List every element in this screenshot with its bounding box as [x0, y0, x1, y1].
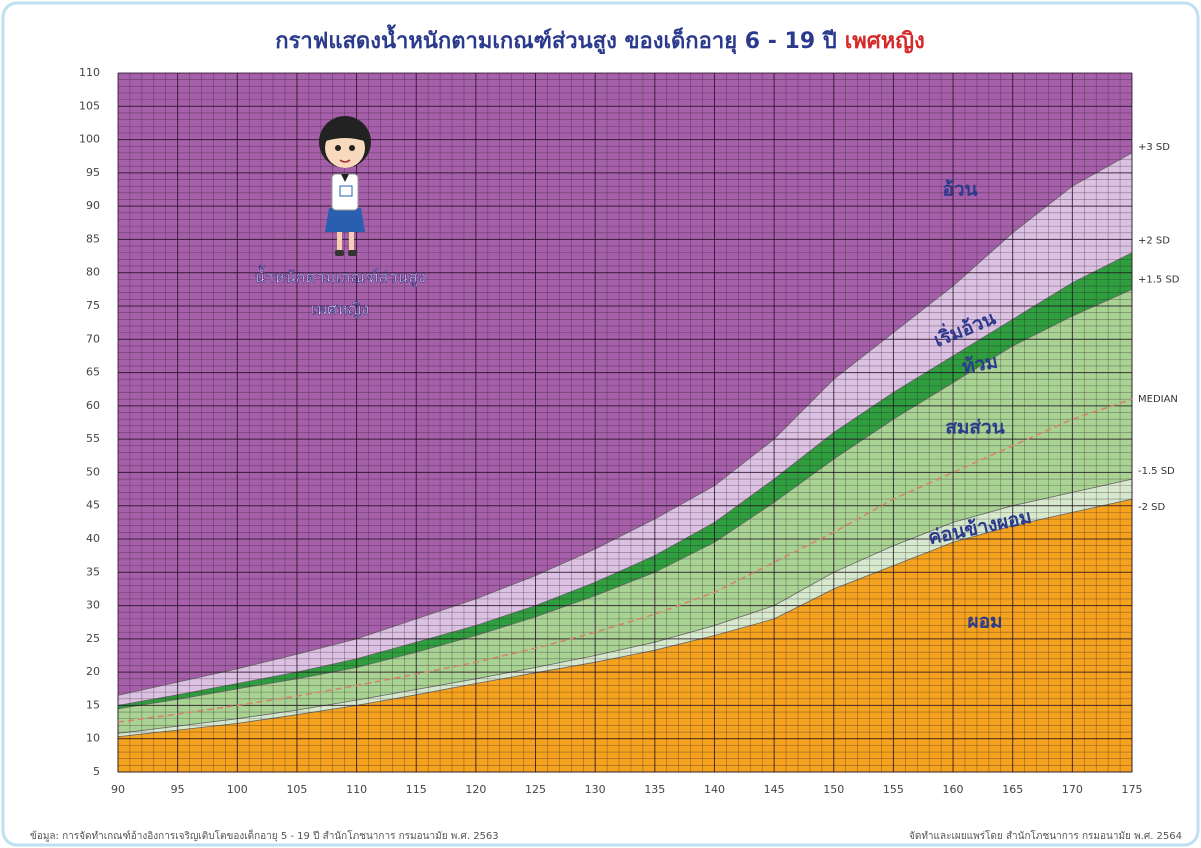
- x-tick-label: 115: [406, 783, 427, 796]
- y-tick-label: 5: [93, 765, 100, 778]
- y-tick-label: 15: [86, 698, 100, 711]
- x-tick-label: 90: [111, 783, 125, 796]
- y-tick-label: 90: [86, 199, 100, 212]
- y-tick-label: 75: [86, 299, 100, 312]
- x-tick-label: 135: [644, 783, 665, 796]
- source-left: ข้อมูล: การจัดทำเกณฑ์อ้างอิงการเจริญเติบ…: [30, 828, 499, 842]
- y-tick-label: 60: [86, 399, 100, 412]
- y-tick-label: 100: [79, 133, 100, 146]
- y-tick-label: 70: [86, 332, 100, 345]
- series-label: +3 SD: [1138, 142, 1170, 153]
- x-tick-label: 155: [883, 783, 904, 796]
- y-tick-label: 45: [86, 499, 100, 512]
- x-tick-label: 170: [1062, 783, 1083, 796]
- x-tick-label: 160: [943, 783, 964, 796]
- title-highlight: เพศหญิง: [845, 29, 925, 54]
- series-label: MEDIAN: [1138, 394, 1178, 405]
- series-label: -1.5 SD: [1138, 466, 1175, 477]
- zone-label: ผอม: [967, 611, 1002, 633]
- series-label: +1.5 SD: [1138, 274, 1180, 285]
- source-right: จัดทำและเผยแพร่โดย สำนักโภชนาการ กรมอนาม…: [909, 829, 1182, 842]
- x-tick-label: 100: [227, 783, 248, 796]
- y-tick-label: 80: [86, 266, 100, 279]
- y-tick-label: 40: [86, 532, 100, 545]
- y-tick-label: 10: [86, 732, 100, 745]
- x-tick-label: 105: [286, 783, 307, 796]
- zone-label: อ้วน: [942, 179, 977, 201]
- y-tick-label: 85: [86, 232, 100, 245]
- x-tick-label: 165: [1002, 783, 1023, 796]
- zone-label: สมส่วน: [945, 417, 1004, 439]
- x-tick-label: 125: [525, 783, 546, 796]
- y-tick-label: 35: [86, 565, 100, 578]
- x-tick-label: 130: [585, 783, 606, 796]
- y-tick-label: 50: [86, 465, 100, 478]
- inset-text: เพศหญิง: [311, 300, 369, 319]
- y-tick-label: 20: [86, 665, 100, 678]
- y-tick-label: 30: [86, 599, 100, 612]
- chart-title: กราฟแสดงน้ำหนักตามเกณฑ์ส่วนสูง ของเด็กอา…: [275, 24, 924, 55]
- title-main: กราฟแสดงน้ำหนักตามเกณฑ์ส่วนสูง ของเด็กอา…: [275, 24, 837, 55]
- x-tick-label: 150: [823, 783, 844, 796]
- y-tick-label: 110: [79, 66, 100, 79]
- chart: กราฟแสดงน้ำหนักตามเกณฑ์ส่วนสูง ของเด็กอา…: [0, 0, 1201, 848]
- y-tick-label: 25: [86, 632, 100, 645]
- x-tick-label: 145: [764, 783, 785, 796]
- x-tick-label: 95: [171, 783, 185, 796]
- y-tick-label: 105: [79, 99, 100, 112]
- x-tick-label: 110: [346, 783, 367, 796]
- y-tick-label: 65: [86, 366, 100, 379]
- inset-text: น้ำหนักตามเกณฑ์ส่วนสูง: [254, 266, 426, 288]
- x-tick-label: 175: [1122, 783, 1143, 796]
- x-tick-label: 140: [704, 783, 725, 796]
- x-tick-label: 120: [465, 783, 486, 796]
- y-tick-label: 55: [86, 432, 100, 445]
- series-label: +2 SD: [1138, 236, 1170, 247]
- series-label: -2 SD: [1138, 502, 1165, 513]
- y-tick-label: 95: [86, 166, 100, 179]
